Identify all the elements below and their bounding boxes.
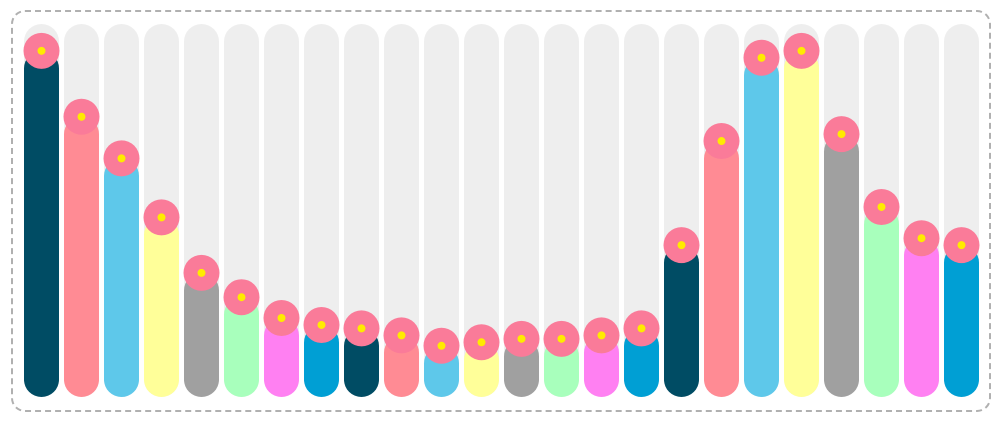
bar-marker-dot: [917, 234, 926, 243]
bar: [624, 328, 659, 397]
bar-marker-dot: [557, 334, 566, 343]
bar-track: [344, 24, 379, 397]
bar: [24, 50, 59, 397]
bar-marker-dot: [757, 53, 766, 62]
bar-marker-dot: [477, 338, 486, 347]
bar-marker-dot: [637, 324, 646, 333]
bar-track: [504, 24, 539, 397]
bar-marker-dot: [397, 331, 406, 340]
bar-track: [624, 24, 659, 397]
bar: [784, 50, 819, 397]
bar-markers: [23, 32, 980, 364]
bar-marker-dot: [317, 320, 326, 329]
bar-track: [384, 24, 419, 397]
chart-frame: [11, 10, 991, 412]
bar-marker-dot: [677, 241, 686, 250]
bar-marker-dot: [717, 137, 726, 146]
bar: [704, 141, 739, 397]
bar-marker-dot: [437, 341, 446, 350]
bar: [264, 318, 299, 397]
bar-marker-dot: [117, 154, 126, 163]
bar-track: [304, 24, 339, 397]
bar: [104, 158, 139, 397]
bar: [304, 324, 339, 397]
bar-marker-dot: [957, 241, 966, 250]
bar: [864, 206, 899, 397]
bar-marker-dot: [797, 46, 806, 55]
bar-track: [544, 24, 579, 397]
bar: [64, 116, 99, 397]
bar: [184, 272, 219, 397]
bar: [904, 238, 939, 397]
bar-marker-dot: [237, 293, 246, 302]
bar-marker-dot: [837, 130, 846, 139]
bar: [944, 245, 979, 397]
bar-marker-dot: [277, 314, 286, 323]
bar: [744, 57, 779, 397]
bar: [344, 328, 379, 397]
bar: [144, 217, 179, 397]
bar-track: [424, 24, 459, 397]
bar-marker-dot: [877, 202, 886, 211]
bar-track: [464, 24, 499, 397]
bar: [224, 297, 259, 397]
bar: [824, 134, 859, 397]
bar: [664, 245, 699, 397]
bar-marker-dot: [357, 324, 366, 333]
bar-marker-dot: [77, 112, 86, 121]
bar-marker-dot: [157, 213, 166, 222]
bar-marker-dot: [517, 334, 526, 343]
bar-track: [584, 24, 619, 397]
bar-marker-dot: [597, 331, 606, 340]
bar-marker-dot: [197, 268, 206, 277]
bar-marker-dot: [37, 46, 46, 55]
